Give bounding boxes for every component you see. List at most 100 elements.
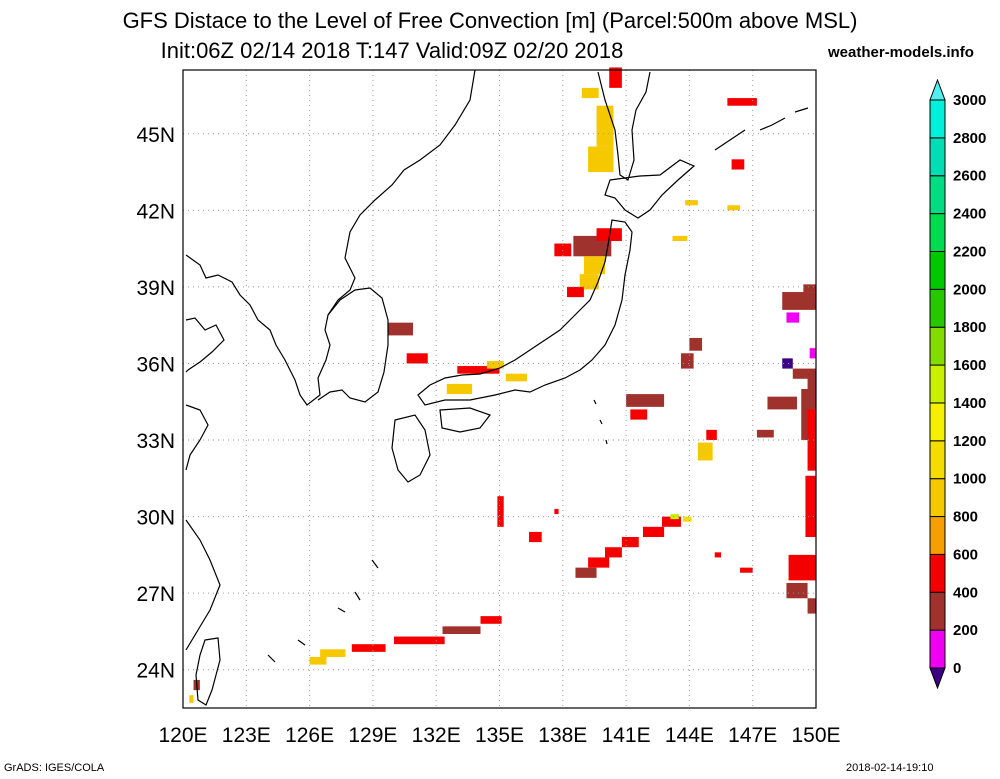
ryukyu-islands	[267, 559, 379, 663]
colorbar-swatch	[929, 516, 946, 555]
ldfc-grid-cell	[406, 353, 428, 364]
colorbar-label: 400	[953, 584, 978, 601]
ldfc-grid-cell	[309, 656, 327, 665]
colorbar-swatch	[929, 629, 946, 669]
ldfc-grid-cell	[706, 429, 717, 441]
ldfc-grid-cell	[554, 508, 559, 515]
ldfc-grid-cell	[782, 292, 816, 310]
colorbar-swatch	[929, 364, 946, 404]
ldfc-grid-cell	[596, 105, 614, 147]
ldfc-grid-cell	[727, 98, 757, 106]
longitude-labels: 120E 123E 126E 129E 132E 135E 138E 141E 144E 147E…	[158, 724, 840, 747]
ldfc-grid-cell	[792, 368, 816, 379]
colorbar-label: 2800	[953, 130, 986, 147]
ldfc-grid-cell	[457, 366, 500, 374]
colorbar-swatch	[929, 99, 946, 139]
ldfc-grid-cell	[685, 200, 698, 206]
shikoku-coastline	[439, 407, 491, 433]
coastlines	[185, 69, 809, 706]
colorbar-swatch	[929, 250, 946, 290]
ldfc-grid-cell	[805, 475, 816, 538]
ldfc-grid-cell	[642, 526, 665, 538]
taiwan-coastline	[195, 637, 221, 706]
ldfc-grid-cell	[605, 547, 622, 558]
lon-label: 141E	[602, 724, 651, 747]
ldfc-grid-cell	[740, 567, 753, 573]
ldfc-grid-cell	[320, 649, 346, 657]
ldfc-grid-cell	[807, 598, 816, 614]
colorbar-label: 1400	[953, 395, 986, 412]
lat-label: 24N	[136, 660, 175, 683]
ldfc-grid-cell	[581, 87, 599, 99]
footer-software-label: GrADS: IGES/COLA	[4, 762, 105, 774]
ldfc-grid-cell	[505, 373, 527, 382]
ldfc-grid-cell	[786, 312, 800, 323]
lat-label: 33N	[136, 430, 175, 453]
footer-timestamp: 2018-02-14-19:10	[846, 762, 934, 774]
colorbar-label: 1000	[953, 471, 986, 488]
ldfc-grid-cell	[807, 409, 816, 471]
lat-label: 36N	[136, 353, 175, 376]
ldfc-grid-cell	[630, 409, 648, 420]
colorbar-swatch	[929, 440, 946, 480]
ldfc-grid-cell	[497, 496, 504, 527]
ldfc-grid-cell	[588, 557, 610, 568]
map-title-line1: GFS Distace to the Level of Free Convect…	[122, 8, 858, 33]
colorbar-label: 1200	[953, 433, 986, 450]
colorbar-swatch	[929, 402, 946, 442]
china-coastline	[185, 317, 225, 373]
colorbar-label: 0	[953, 660, 961, 677]
ldfc-grid-cell	[579, 274, 599, 290]
map-frame	[182, 69, 817, 709]
ldfc-grid-cell	[583, 256, 605, 275]
ldfc-grid-cell	[714, 552, 722, 558]
ldfc-grid-cell	[189, 695, 194, 703]
korea-coastline	[317, 287, 389, 403]
ldfc-grid-cell	[387, 322, 413, 336]
lat-label: 42N	[136, 200, 175, 223]
ldfc-grid-cell	[756, 429, 774, 438]
colorbar-label: 1800	[953, 319, 986, 336]
ldfc-grid-cell	[529, 531, 542, 543]
kuril-islands	[714, 107, 809, 151]
colorbar-label: 1600	[953, 357, 986, 374]
map-title-line2: Init:06Z 02/14 2018 T:147 Valid:09Z 02/2…	[160, 38, 624, 63]
colorbar-label: 600	[953, 546, 978, 563]
colorbar-label: 200	[953, 622, 978, 639]
ldfc-grid-cell	[609, 67, 622, 88]
ldfc-grid-cell	[626, 394, 665, 407]
lon-label: 150E	[791, 724, 840, 747]
lon-label: 147E	[728, 724, 777, 747]
ldfc-grid-cell	[672, 235, 688, 241]
ldfc-grid-cell	[575, 567, 597, 578]
lon-label: 132E	[412, 724, 461, 747]
ldfc-grid-cell	[588, 146, 614, 173]
colorbar-swatch	[929, 553, 946, 593]
colorbar-swatch	[929, 288, 946, 328]
lon-label: 120E	[158, 724, 207, 747]
ldfc-grid-cell	[689, 337, 703, 351]
ldfc-grid-cell	[809, 348, 816, 359]
ldfc-grid-cell	[442, 626, 481, 634]
ldfc-grid-cell	[767, 396, 798, 410]
ldfc-grid-cell	[661, 516, 681, 527]
ldfc-grid-cell	[697, 442, 713, 461]
graticule	[183, 70, 816, 708]
ldfc-grid-cell	[788, 554, 816, 581]
ldfc-grid-cell	[782, 358, 793, 369]
lat-label: 27N	[136, 583, 175, 606]
kyushu-coastline	[391, 414, 431, 483]
lon-label: 138E	[538, 724, 587, 747]
izu-islands	[593, 399, 608, 445]
ldfc-grid-cell	[670, 514, 679, 520]
ldfc-grid-cell	[446, 383, 473, 395]
lon-label: 123E	[222, 724, 271, 747]
colorbar-label: 3000	[953, 92, 986, 109]
colorbar-label: 2600	[953, 168, 986, 185]
hokkaido-coastline	[604, 159, 696, 219]
colorbar-swatch	[929, 591, 946, 631]
ldfc-grid-cell	[480, 616, 502, 624]
ldfc-grid-cell	[554, 243, 572, 257]
colorbar-label: 2200	[953, 243, 986, 260]
